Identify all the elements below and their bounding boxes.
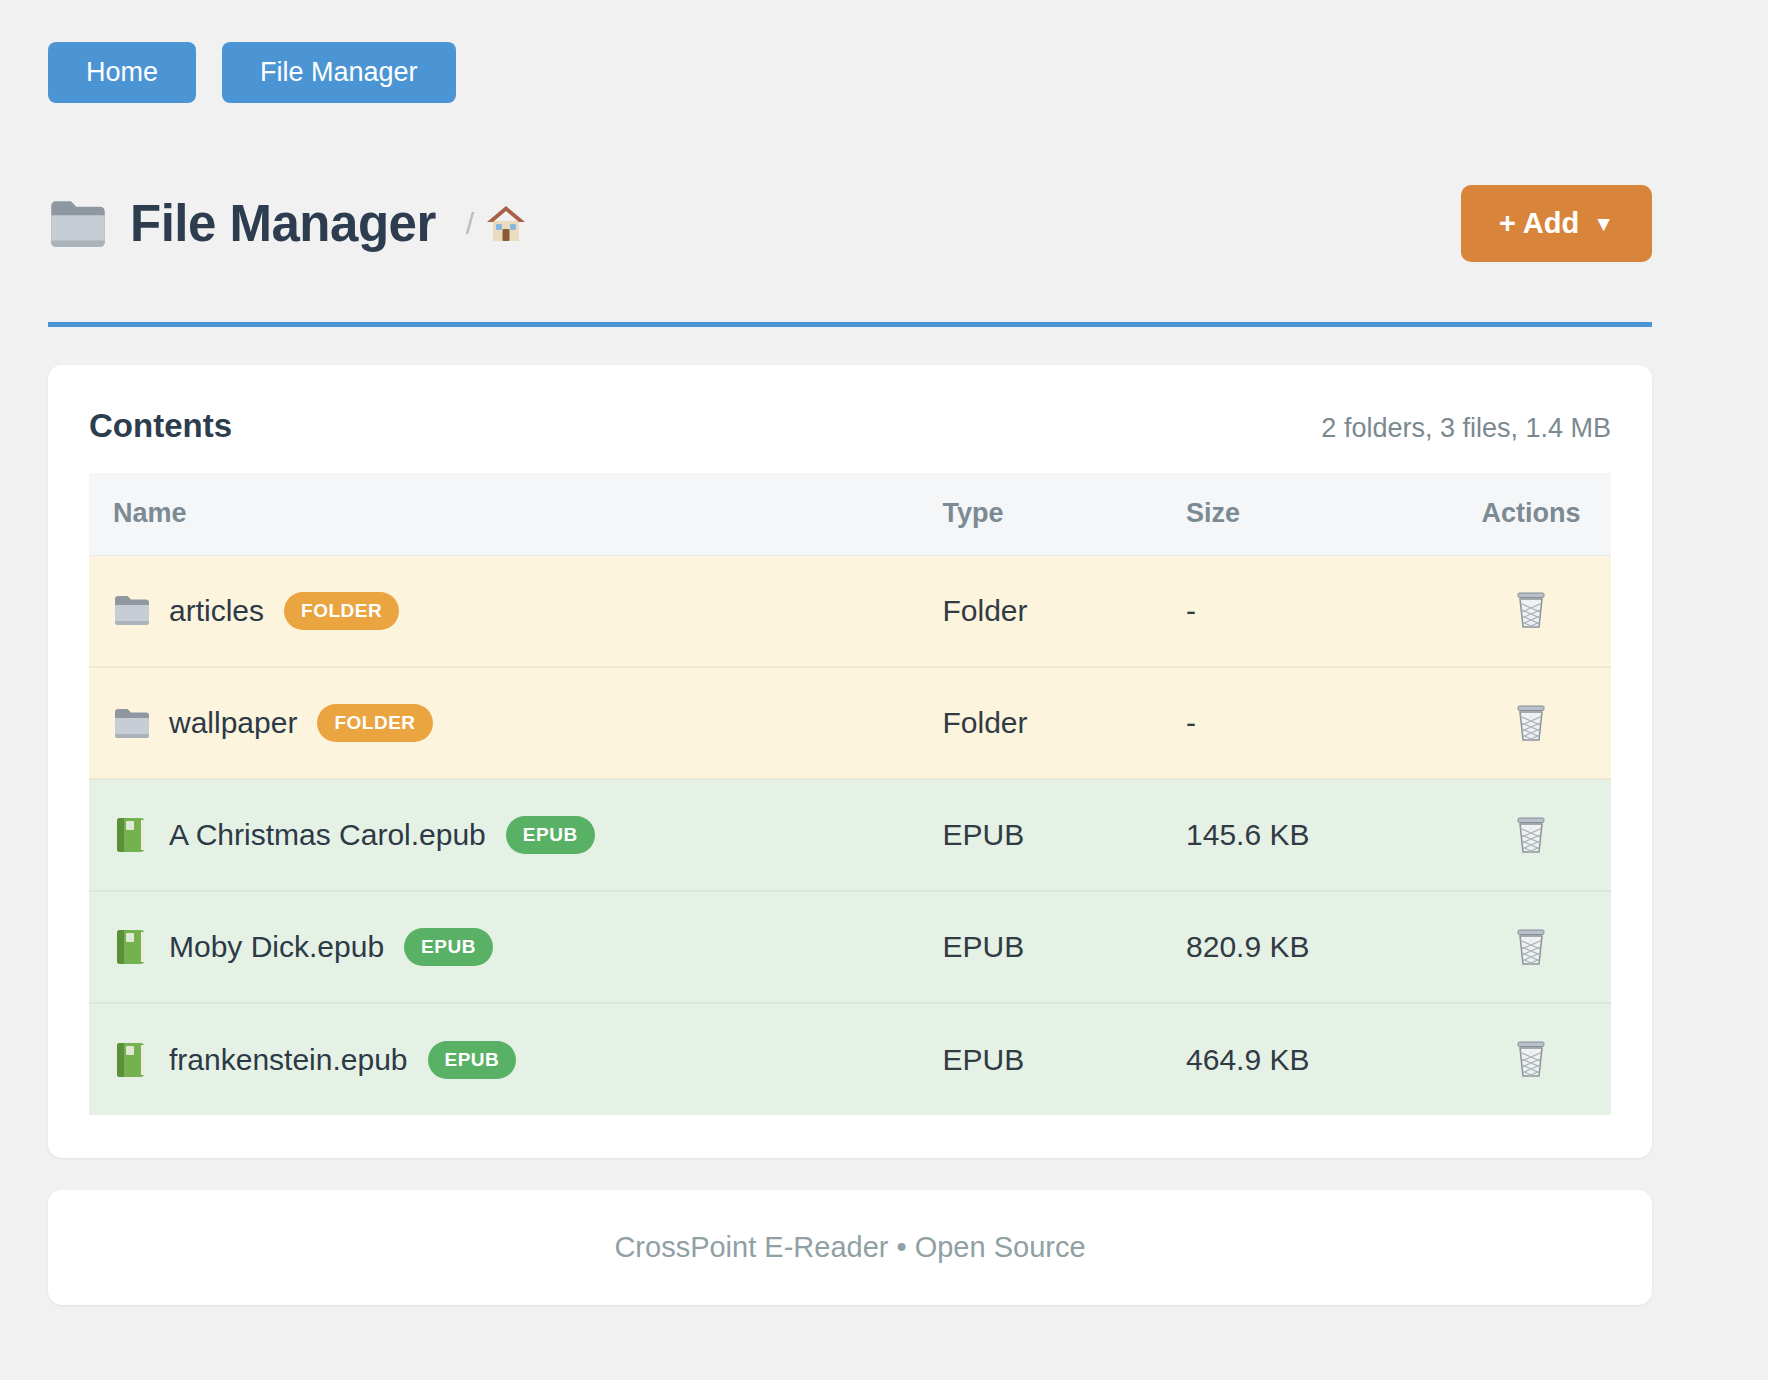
page-container: Home File Manager File Manager / + Add ▼… <box>48 0 1652 1305</box>
delete-button[interactable] <box>1509 585 1553 636</box>
table-row[interactable]: Moby Dick.epub EPUB EPUB 820.9 KB <box>89 891 1611 1003</box>
file-name[interactable]: frankenstein.epub <box>169 1043 408 1077</box>
table-row[interactable]: wallpaper FOLDER Folder - <box>89 667 1611 779</box>
type-cell: EPUB <box>919 1003 1163 1115</box>
folder-icon <box>48 198 108 250</box>
add-button-label: + Add <box>1499 207 1579 240</box>
trash-icon <box>1513 702 1549 742</box>
table-body: articles FOLDER Folder - wallpaper FOLDE… <box>89 555 1611 1115</box>
type-badge: EPUB <box>506 816 595 854</box>
type-cell: EPUB <box>919 891 1163 1003</box>
actions-cell <box>1451 555 1611 667</box>
caret-down-icon: ▼ <box>1593 212 1614 236</box>
size-cell: 820.9 KB <box>1162 891 1451 1003</box>
delete-button[interactable] <box>1509 810 1553 861</box>
size-cell: - <box>1162 555 1451 667</box>
breadcrumb: / <box>466 205 526 243</box>
type-badge: EPUB <box>428 1041 517 1079</box>
file-table: Name Type Size Actions articles FOLDER F… <box>89 473 1611 1115</box>
size-cell: - <box>1162 667 1451 779</box>
top-navigation: Home File Manager <box>48 0 1652 103</box>
trash-icon <box>1513 814 1549 854</box>
delete-button[interactable] <box>1509 922 1553 973</box>
page-title-group: File Manager / <box>48 194 526 253</box>
name-cell: articles FOLDER <box>89 555 919 667</box>
column-header-name: Name <box>89 473 919 555</box>
actions-cell <box>1451 667 1611 779</box>
page-header: File Manager / + Add ▼ <box>48 185 1652 262</box>
trash-icon <box>1513 1038 1549 1078</box>
nav-button-home[interactable]: Home <box>48 42 196 103</box>
footer-text: CrossPoint E-Reader • Open Source <box>614 1231 1085 1264</box>
type-cell: EPUB <box>919 779 1163 891</box>
name-cell: Moby Dick.epub EPUB <box>89 891 919 1003</box>
contents-card: Contents 2 folders, 3 files, 1.4 MB Name… <box>48 365 1652 1158</box>
add-button[interactable]: + Add ▼ <box>1461 185 1652 262</box>
file-name[interactable]: Moby Dick.epub <box>169 930 384 964</box>
delete-button[interactable] <box>1509 698 1553 749</box>
trash-icon <box>1513 589 1549 629</box>
file-name[interactable]: wallpaper <box>169 706 297 740</box>
column-header-size: Size <box>1162 473 1451 555</box>
column-header-type: Type <box>919 473 1163 555</box>
contents-summary: 2 folders, 3 files, 1.4 MB <box>1321 413 1611 444</box>
name-cell: frankenstein.epub EPUB <box>89 1003 919 1115</box>
breadcrumb-separator: / <box>466 207 474 241</box>
page-title: File Manager <box>130 194 436 253</box>
table-header-row: Name Type Size Actions <box>89 473 1611 555</box>
type-cell: Folder <box>919 555 1163 667</box>
size-cell: 145.6 KB <box>1162 779 1451 891</box>
actions-cell <box>1451 1003 1611 1115</box>
book-icon <box>113 815 151 855</box>
actions-cell <box>1451 891 1611 1003</box>
contents-title: Contents <box>89 407 232 445</box>
type-badge: FOLDER <box>317 704 432 742</box>
type-badge: EPUB <box>404 928 493 966</box>
folder-icon <box>113 703 151 743</box>
footer: CrossPoint E-Reader • Open Source <box>48 1190 1652 1305</box>
name-cell: wallpaper FOLDER <box>89 667 919 779</box>
size-cell: 464.9 KB <box>1162 1003 1451 1115</box>
delete-button[interactable] <box>1509 1034 1553 1085</box>
file-name[interactable]: A Christmas Carol.epub <box>169 818 486 852</box>
type-cell: Folder <box>919 667 1163 779</box>
house-icon[interactable] <box>486 205 526 243</box>
nav-button-file-manager[interactable]: File Manager <box>222 42 456 103</box>
table-row[interactable]: frankenstein.epub EPUB EPUB 464.9 KB <box>89 1003 1611 1115</box>
type-badge: FOLDER <box>284 592 399 630</box>
actions-cell <box>1451 779 1611 891</box>
table-row[interactable]: articles FOLDER Folder - <box>89 555 1611 667</box>
contents-card-header: Contents 2 folders, 3 files, 1.4 MB <box>89 407 1611 445</box>
name-cell: A Christmas Carol.epub EPUB <box>89 779 919 891</box>
column-header-actions: Actions <box>1451 473 1611 555</box>
book-icon <box>113 927 151 967</box>
file-name[interactable]: articles <box>169 594 264 628</box>
title-divider <box>48 322 1652 327</box>
table-row[interactable]: A Christmas Carol.epub EPUB EPUB 145.6 K… <box>89 779 1611 891</box>
trash-icon <box>1513 926 1549 966</box>
folder-icon <box>113 591 151 631</box>
book-icon <box>113 1040 151 1080</box>
